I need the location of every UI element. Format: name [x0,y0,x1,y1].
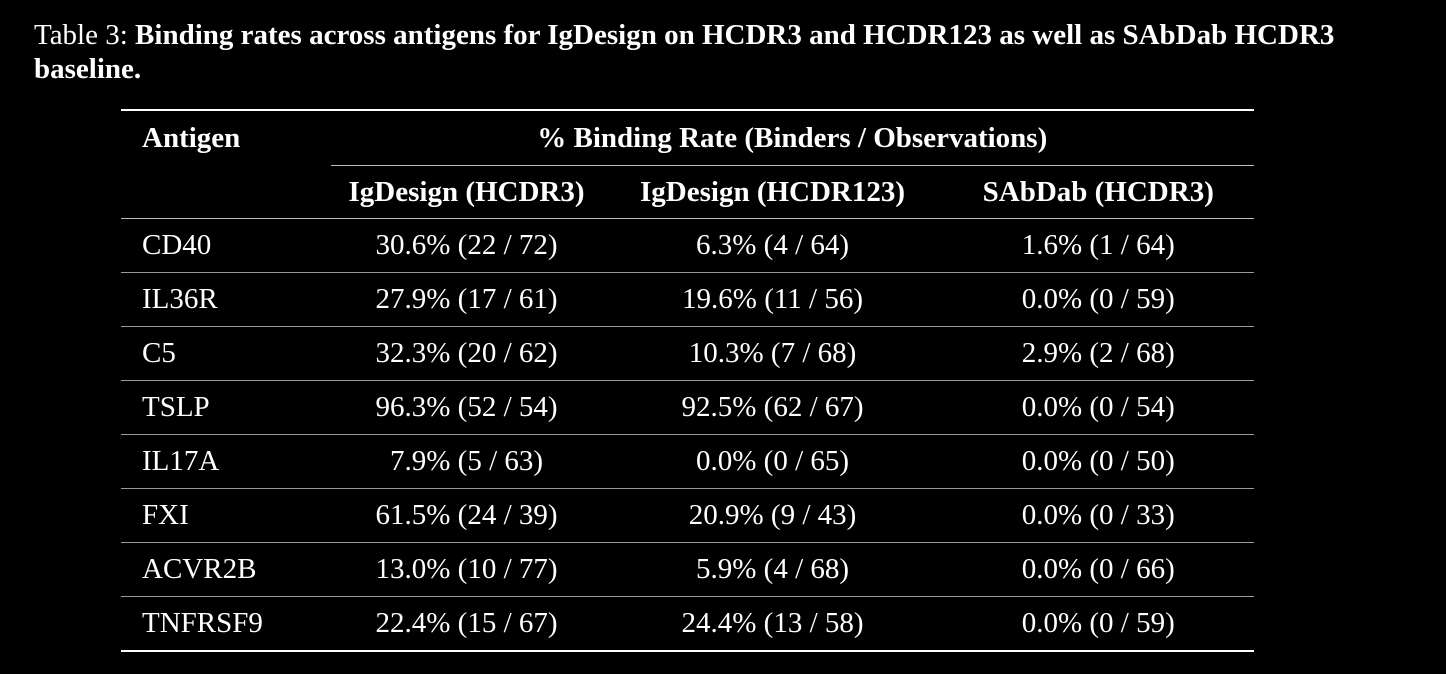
sabdab-hcdr3-cell: 0.0% (0 / 66) [942,542,1254,597]
igdesign-hcdr3-cell: 96.3% (52 / 54) [330,380,603,435]
antigen-cell: TNFRSF9 [121,596,331,651]
caption-label: Table 3: [34,19,136,51]
igdesign-hcdr123-cell: 10.3% (7 / 68) [602,326,943,381]
igdesign-hcdr3-cell: 32.3% (20 / 62) [330,326,603,381]
igdesign-hcdr123-cell: 6.3% (4 / 64) [696,229,850,261]
igdesign-hcdr3-cell: 61.5% (24 / 39) [330,488,603,543]
antigen-subheader-empty [121,165,331,219]
igdesign-hcdr3-cell: 27.9% (17 / 61) [330,272,603,327]
igdesign-hcdr3-cell: 30.6% (22 / 72) [375,229,558,261]
sabdab-hcdr3-cell: 0.0% (0 / 50) [942,434,1254,489]
sabdab-hcdr3-cell: 0.0% (0 / 54) [942,380,1254,435]
antigen-cell: IL17A [121,434,331,489]
table-row: ACVR2B 13.0% (10 / 77) 5.9% (4 / 68) 0.0… [121,542,1254,597]
antigen-cell: TSLP [121,380,331,435]
igdesign-hcdr3-cell: 7.9% (5 / 63) [330,434,603,489]
table-row: CD40 30.6% (22 / 72) 6.3% (4 / 64) 1.6% … [121,219,1254,273]
igdesign-hcdr3-cell: 22.4% (15 / 67) [330,596,603,651]
sabdab-hcdr3-cell: 2.9% (2 / 68) [942,326,1254,381]
antigen-cell: CD40 [142,229,212,261]
igdesign-hcdr123-cell: 92.5% (62 / 67) [602,380,943,435]
igdesign-hcdr123-cell: 24.4% (13 / 58) [602,596,943,651]
table-row: IL36R 27.9% (17 / 61) 19.6% (11 / 56) 0.… [121,272,1254,327]
antigen-column-header: Antigen [142,121,241,154]
header-row-subheaders: IgDesign (HCDR3) IgDesign (HCDR123) SAbD… [121,165,1254,219]
table-row: TNFRSF9 22.4% (15 / 67) 24.4% (13 / 58) … [121,596,1254,651]
sabdab-hcdr3-cell: 1.6% (1 / 64) [1021,229,1175,261]
antigen-cell: FXI [121,488,331,543]
subheader-igdesign-hcdr3: IgDesign (HCDR3) [330,165,603,219]
igdesign-hcdr123-cell: 0.0% (0 / 65) [602,434,943,489]
binding-rate-table-container: Antigen % Binding Rate (Binders / Observ… [121,109,1254,652]
igdesign-hcdr123-cell: 5.9% (4 / 68) [602,542,943,597]
sabdab-hcdr3-cell: 0.0% (0 / 33) [942,488,1254,543]
antigen-cell: IL36R [121,272,331,327]
caption-text: Binding rates across antigens for IgDesi… [34,19,1335,85]
table-row: IL17A 7.9% (5 / 63) 0.0% (0 / 65) 0.0% (… [121,434,1254,489]
igdesign-hcdr3-cell: 13.0% (10 / 77) [330,542,603,597]
table-row: TSLP 96.3% (52 / 54) 92.5% (62 / 67) 0.0… [121,380,1254,435]
sabdab-hcdr3-cell: 0.0% (0 / 59) [942,596,1254,651]
sabdab-hcdr3-cell: 0.0% (0 / 59) [942,272,1254,327]
igdesign-hcdr123-cell: 19.6% (11 / 56) [602,272,943,327]
header-row-group: Antigen % Binding Rate (Binders / Observ… [121,110,1254,166]
table-row: FXI 61.5% (24 / 39) 20.9% (9 / 43) 0.0% … [121,488,1254,543]
binding-rate-group-header: % Binding Rate (Binders / Observations) [330,110,1254,166]
table-row: C5 32.3% (20 / 62) 10.3% (7 / 68) 2.9% (… [121,326,1254,381]
antigen-cell: ACVR2B [121,542,331,597]
subheader-sabdab-hcdr3: SAbDab (HCDR3) [942,165,1254,219]
subheader-igdesign-hcdr123: IgDesign (HCDR123) [602,165,943,219]
antigen-cell: C5 [121,326,331,381]
table-caption: Table 3: Binding rates across antigens f… [34,18,1414,86]
binding-rate-table: Antigen % Binding Rate (Binders / Observ… [121,109,1254,652]
igdesign-hcdr123-cell: 20.9% (9 / 43) [602,488,943,543]
